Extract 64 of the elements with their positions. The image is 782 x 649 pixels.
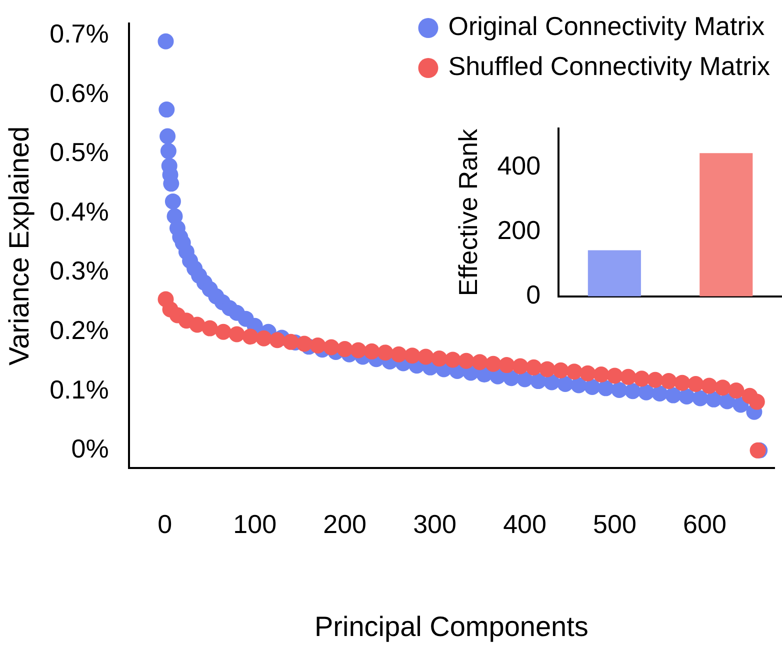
y-tick-label: 0: [526, 280, 541, 310]
point: [282, 334, 299, 350]
point: [647, 372, 664, 388]
y-tick-label: 0.6%: [50, 78, 109, 108]
point: [336, 341, 353, 358]
y-tick-label: 0.2%: [50, 315, 109, 346]
point: [431, 350, 448, 367]
point: [390, 346, 407, 362]
point: [512, 358, 528, 374]
point: [606, 368, 623, 384]
y-tick-label: 0.1%: [50, 374, 109, 404]
y-tick-label: 0.7%: [50, 18, 109, 49]
y-tick-label: 0.3%: [50, 256, 109, 286]
x-tick-label: 0: [158, 508, 172, 539]
point: [377, 344, 394, 361]
point: [701, 378, 718, 394]
point: [296, 336, 312, 352]
point: [458, 352, 474, 369]
point: [620, 368, 636, 385]
x-tick-label: 500: [593, 508, 636, 539]
y-axis-title: Effective Rank: [452, 128, 483, 296]
x-tick-label: 300: [413, 508, 456, 539]
point: [364, 343, 380, 360]
point: [728, 382, 744, 399]
point: [634, 370, 650, 387]
point: [350, 342, 366, 358]
point: [444, 352, 461, 368]
x-tick-label: 200: [323, 508, 367, 539]
point: [228, 326, 245, 342]
point: [688, 376, 704, 392]
point: [674, 374, 690, 391]
point: [580, 365, 596, 382]
x-tick-label: 600: [683, 508, 726, 539]
point: [660, 373, 677, 390]
legend-label: Original Connectivity Matrix: [448, 11, 765, 42]
point: [552, 362, 569, 378]
point: [472, 354, 488, 370]
y-tick-label: 0%: [71, 434, 109, 464]
y-tick-label: 400: [497, 150, 541, 180]
point: [215, 324, 232, 340]
point: [404, 348, 420, 364]
point: [498, 357, 515, 374]
y-tick-label: 200: [497, 215, 541, 246]
point: [748, 394, 765, 410]
legend-label: Shuffled Connectivity Matrix: [448, 51, 770, 82]
point: [242, 328, 258, 345]
point: [526, 359, 542, 376]
point: [539, 361, 556, 378]
point: [566, 364, 582, 380]
point: [202, 320, 218, 336]
point: [310, 337, 326, 354]
point: [485, 356, 502, 372]
point: [714, 380, 731, 396]
x-tick-label: 100: [233, 508, 277, 539]
point: [269, 332, 286, 348]
point: [418, 348, 434, 365]
point: [323, 339, 340, 356]
point: [189, 316, 206, 333]
y-tick-label: 0.5%: [50, 137, 109, 168]
point: [593, 366, 610, 383]
y-tick-label: 0.4%: [50, 196, 109, 226]
point: [256, 330, 272, 346]
x-axis-title: Principal Components: [314, 610, 588, 642]
y-axis-title: Variance Explained: [4, 126, 35, 366]
